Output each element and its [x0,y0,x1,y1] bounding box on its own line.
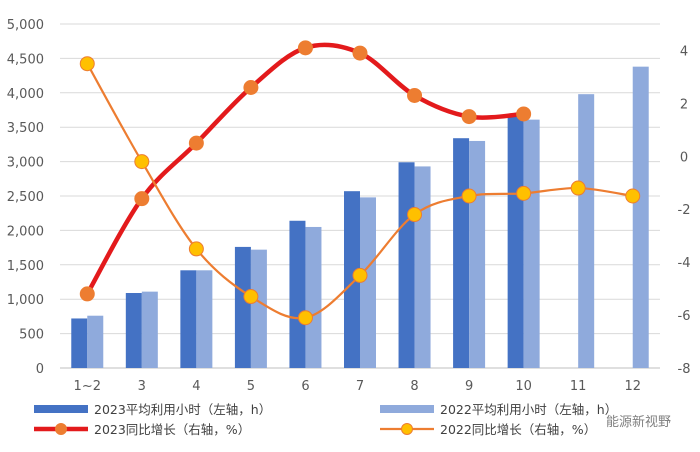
legend-label: 2023同比增长（右轴，%） [94,422,250,437]
point-2023-growth [461,109,477,125]
point-2022-growth [407,207,423,223]
right-axis-tick-label: 4 [680,44,688,59]
point-2022-growth [625,188,641,204]
x-axis-tick-label: 1~2 [74,379,101,394]
bar-2022 [87,315,104,368]
right-axis-tick-label: -4 [678,256,691,271]
point-2022-growth [79,56,95,72]
point-2022-growth [461,188,477,204]
bar-2023 [71,318,88,368]
point-2022-growth [297,310,313,326]
bar-2022 [250,249,267,368]
point-2023-growth [407,87,423,103]
x-axis-tick-label: 4 [192,379,200,394]
point-2023-growth [243,80,259,96]
point-2022-growth [243,289,259,305]
lines [79,40,641,326]
right-axis-tick-label: -8 [678,362,691,377]
point-2022-growth [352,267,368,283]
right-axis-tick-label: 0 [680,150,688,165]
x-axis-ticks: 1~2 3 4 5 6 7 8 9 10 11 12 [74,379,641,394]
x-axis-tick-label: 11 [570,379,587,394]
bar-2022 [414,166,431,368]
bar-2023 [507,115,524,368]
legend-item[interactable]: 2022平均利用小时（左轴，h） [380,402,617,417]
left-axis-tick-label: 500 [19,328,44,343]
bar-2023 [289,220,306,368]
legend-label: 2022同比增长（右轴，%） [440,422,596,437]
x-axis-tick-label: 10 [515,379,532,394]
bar-2023 [180,270,197,368]
legend-swatch [380,405,434,413]
x-axis-tick-label: 3 [138,379,146,394]
left-axis-tick-label: 4,000 [7,87,44,102]
bar-2022 [632,66,649,368]
bars [71,66,649,369]
bar-2023 [234,246,251,368]
left-axis-tick-label: 1,000 [7,293,44,308]
bar-2023 [344,191,360,368]
x-axis-tick-label: 8 [410,379,418,394]
left-axis-tick-label: 3,000 [7,156,44,171]
legend-label: 2023平均利用小时（左轴，h） [94,402,271,417]
bar-2022 [141,291,158,368]
x-axis-tick-label: 9 [465,379,473,394]
point-2022-growth [188,241,204,257]
right-axis-tick-label: -2 [678,203,691,218]
legend-marker [55,423,67,435]
point-2023-growth [352,45,368,61]
bar-2023 [125,293,142,368]
watermark: 能源新视野 [606,414,671,430]
point-2023-growth [134,191,150,207]
point-2022-growth [516,185,532,201]
left-axis-tick-label: 4,500 [7,52,44,67]
right-axis-tick-label: -6 [678,309,691,324]
bar-2022 [196,270,213,368]
left-axis-tick-label: 1,500 [7,259,44,274]
bar-2023 [453,138,470,368]
right-axis-tick-label: 2 [680,97,688,112]
legend-item[interactable]: 2023平均利用小时（左轴，h） [34,402,271,417]
legend-item[interactable]: 2022同比增长（右轴，%） [380,422,596,437]
bar-2022 [469,140,486,368]
left-axis-tick-label: 5,000 [7,18,44,33]
left-axis-tick-label: 2,500 [7,190,44,205]
bar-2022 [305,226,322,368]
left-axis-ticks: 0 500 1,000 1,500 2,000 2,500 3,000 3,500 4,000 4… [7,18,44,377]
left-axis-tick-label: 2,000 [7,224,44,239]
bar-2022 [523,119,540,368]
bar-2022 [578,94,595,369]
legend-swatch [34,405,88,413]
point-2023-growth [79,286,95,302]
watermark-text: 能源新视野 [606,414,671,430]
legend-marker [401,423,413,435]
legend-label: 2022平均利用小时（左轴，h） [440,402,617,417]
x-axis-tick-label: 12 [624,379,641,394]
x-axis-tick-label: 5 [247,379,255,394]
x-axis-tick-label: 6 [301,379,309,394]
point-2023-growth [297,40,313,56]
left-axis-tick-label: 0 [36,362,44,377]
right-axis-ticks: -8 -6 -4 -2 0 2 4 [678,44,691,377]
point-2023-growth [188,135,204,151]
left-axis-tick-label: 3,500 [7,121,44,136]
bar-2023 [398,162,415,368]
legend: 2023平均利用小时（左轴，h） 2022平均利用小时（左轴，h） 2023同比增长… [34,402,617,437]
point-2022-growth [134,154,150,170]
point-2023-growth [516,106,532,122]
legend-item[interactable]: 2023同比增长（右轴，%） [34,422,250,437]
point-2022-growth [570,180,586,196]
x-axis-tick-label: 7 [356,379,364,394]
bar-2022 [360,197,376,368]
